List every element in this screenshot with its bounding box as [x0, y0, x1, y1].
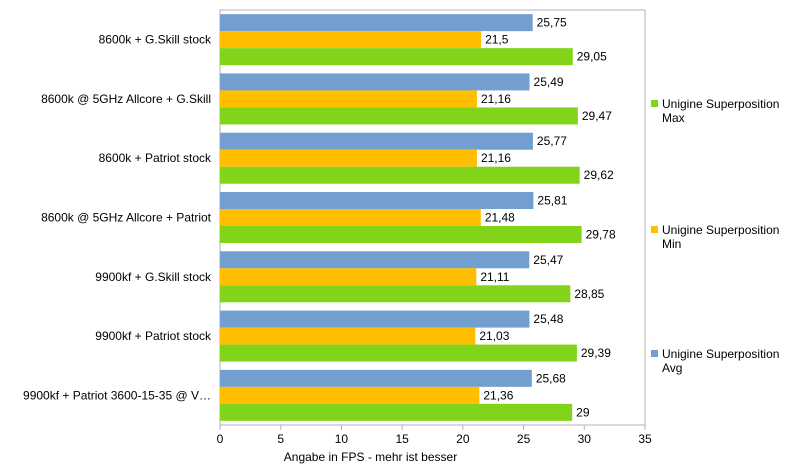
data-label: 25,47: [533, 253, 563, 267]
category-label: 8600k + G.Skill stock: [99, 33, 212, 47]
bar: [220, 132, 533, 150]
data-label: 29,78: [586, 228, 616, 242]
category-label: 9900kf + Patriot stock: [95, 329, 212, 343]
data-label: 29,39: [581, 346, 611, 360]
x-tick-label: 20: [456, 432, 470, 446]
data-label: 29,05: [577, 50, 607, 64]
bar: [220, 209, 481, 226]
data-label: 29,62: [584, 168, 614, 182]
bar: [220, 192, 534, 209]
bar: [220, 268, 477, 286]
bar: [220, 107, 578, 125]
bar: [220, 90, 477, 108]
legend-label: Unigine Superposition: [662, 223, 779, 237]
bar: [220, 149, 477, 167]
bar: [220, 310, 530, 328]
legend-swatch: [651, 100, 658, 107]
legend-swatch: [651, 350, 658, 357]
data-label: 25,48: [533, 312, 563, 326]
category-label: 8600k @ 5GHz Allcore + G.Skill: [41, 92, 211, 106]
data-label: 25,75: [537, 16, 567, 30]
data-label: 21,48: [485, 211, 515, 225]
category-label: 8600k @ 5GHz Allcore + Patriot: [41, 211, 212, 225]
legend-swatch: [651, 226, 658, 233]
legend-label: Unigine Superposition: [662, 347, 779, 361]
legend-label: Min: [662, 237, 681, 251]
bar: [220, 386, 480, 404]
bar: [220, 327, 476, 345]
x-tick-label: 0: [217, 432, 224, 446]
data-label: 29: [576, 405, 590, 419]
x-tick-label: 15: [395, 432, 409, 446]
legend-label: Max: [662, 111, 685, 125]
bar: [220, 166, 580, 184]
bar: [220, 369, 532, 387]
bar: [220, 251, 530, 269]
data-label: 21,16: [481, 151, 511, 165]
bar: [220, 285, 571, 303]
x-tick-label: 10: [335, 432, 349, 446]
bar: [220, 344, 577, 362]
data-label: 21,03: [479, 329, 509, 343]
legend-label: Avg: [662, 361, 682, 375]
data-label: 28,85: [574, 287, 604, 301]
bar: [220, 73, 530, 91]
data-label: 25,49: [534, 75, 564, 89]
x-axis-title: Angabe in FPS - mehr ist besser: [284, 450, 457, 464]
data-label: 25,77: [537, 134, 567, 148]
category-label: 8600k + Patriot stock: [99, 151, 212, 165]
data-label: 25,68: [536, 371, 566, 385]
x-tick-label: 5: [277, 432, 284, 446]
bar: [220, 403, 573, 421]
category-label: 9900kf + Patriot 3600-15-35 @ V…: [23, 388, 211, 402]
data-label: 29,47: [582, 109, 612, 123]
data-label: 21,36: [483, 388, 513, 402]
x-tick-label: 30: [578, 432, 592, 446]
x-tick-label: 25: [517, 432, 531, 446]
bar: [220, 226, 582, 243]
data-label: 21,16: [481, 92, 511, 106]
bar: [220, 31, 482, 49]
bar: [220, 14, 533, 32]
category-label: 9900kf + G.Skill stock: [95, 270, 212, 284]
x-tick-label: 35: [638, 432, 652, 446]
data-label: 25,81: [537, 194, 567, 208]
data-label: 21,11: [480, 270, 509, 284]
bar: [220, 48, 573, 66]
legend-label: Unigine Superposition: [662, 97, 779, 111]
data-label: 21,5: [485, 33, 509, 47]
